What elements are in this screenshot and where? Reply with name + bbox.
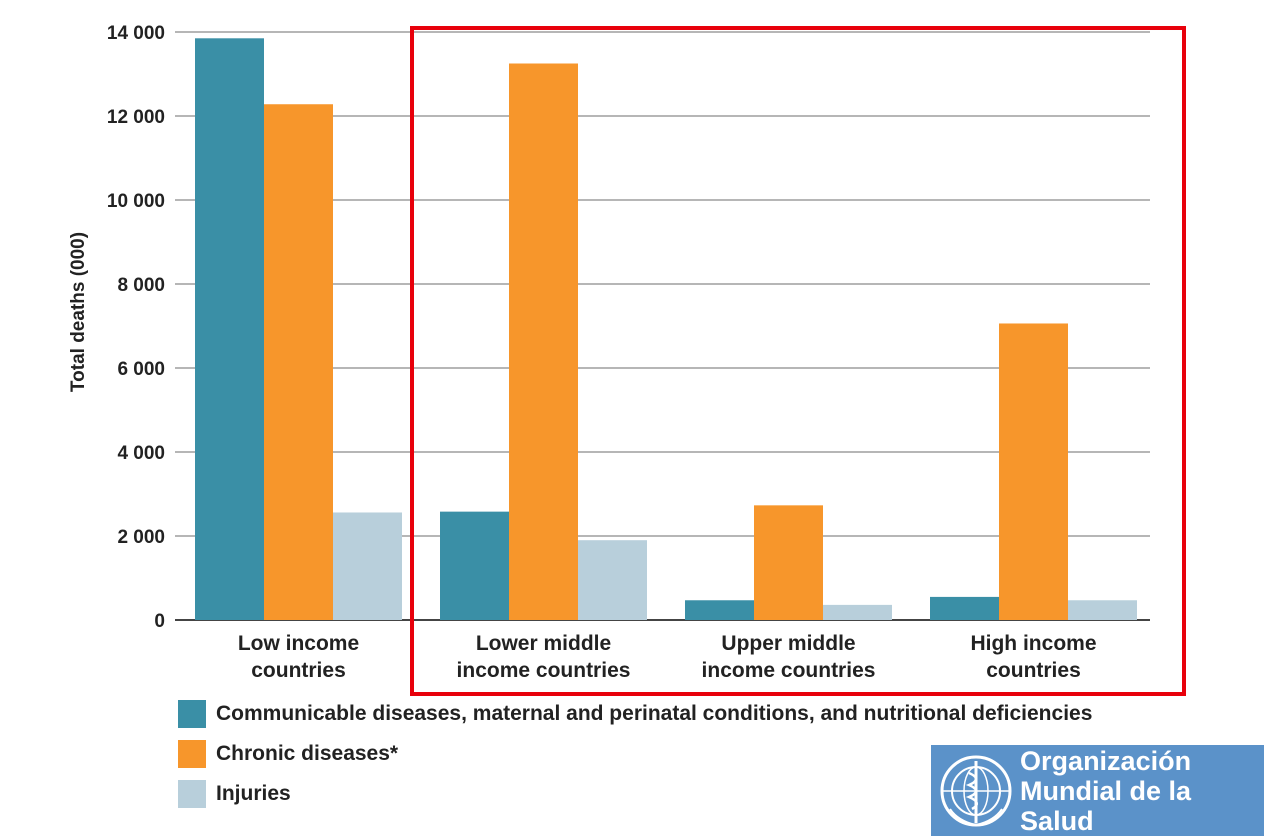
who-logo: Organización Mundial de la Salud: [931, 745, 1264, 836]
legend-swatch-injuries: [178, 780, 206, 808]
x-category-label: countries: [251, 659, 346, 682]
x-category-label: countries: [986, 659, 1081, 682]
legend-swatch-communicable: [178, 700, 206, 728]
legend-item-chronic: Chronic diseases*: [178, 734, 1092, 774]
y-tick-label: 6 000: [117, 359, 165, 380]
bar-chronic: [754, 505, 823, 620]
highlight-box: [410, 26, 1186, 696]
y-tick-label: 8 000: [117, 275, 165, 296]
bar-injuries: [333, 512, 402, 620]
bar-injuries: [1068, 600, 1137, 620]
y-tick-label: 10 000: [107, 191, 165, 212]
x-category-label: Low income: [238, 632, 359, 655]
y-tick-label: 2 000: [117, 527, 165, 548]
bar-injuries: [823, 604, 892, 620]
legend-label-communicable: Communicable diseases, maternal and peri…: [216, 702, 1093, 725]
legend: Communicable diseases, maternal and peri…: [178, 694, 1092, 814]
y-axis-label: Total deaths (000): [68, 232, 89, 392]
y-tick-label: 4 000: [117, 443, 165, 464]
x-category-label: income countries: [702, 659, 876, 682]
bar-communicable: [685, 600, 754, 620]
x-category-label: High income: [970, 632, 1096, 655]
x-axis-labels: Low income countries Lower middle income co…: [238, 632, 1097, 682]
who-logo-line2: Mundial de la Salud: [1020, 775, 1192, 836]
bars: [195, 38, 1137, 621]
bar-communicable: [930, 596, 999, 620]
bar-chronic: [264, 104, 333, 621]
y-axis-ticks: 0 2 000 4 000 6 000 8 000 10 000 12 000 14 000: [107, 23, 165, 632]
x-category-label: Upper middle: [721, 632, 855, 655]
who-emblem-icon: [931, 745, 1020, 836]
bar-injuries: [578, 540, 647, 620]
who-logo-line1: Organización: [1020, 745, 1192, 776]
x-category-label: Lower middle: [476, 632, 611, 655]
x-category-label: income countries: [457, 659, 631, 682]
legend-item-communicable: Communicable diseases, maternal and peri…: [178, 694, 1092, 734]
bar-communicable: [195, 38, 264, 621]
legend-swatch-chronic: [178, 740, 206, 768]
y-tick-label: 0: [154, 611, 165, 632]
bar-chronic: [999, 323, 1068, 620]
bar-chronic: [509, 63, 578, 620]
legend-item-injuries: Injuries: [178, 774, 1092, 814]
y-tick-label: 12 000: [107, 107, 165, 128]
who-logo-text: Organización Mundial de la Salud: [1020, 746, 1264, 836]
legend-label-injuries: Injuries: [216, 782, 291, 805]
legend-label-chronic: Chronic diseases*: [216, 742, 399, 765]
bar-communicable: [440, 511, 509, 620]
y-tick-label: 14 000: [107, 23, 165, 44]
